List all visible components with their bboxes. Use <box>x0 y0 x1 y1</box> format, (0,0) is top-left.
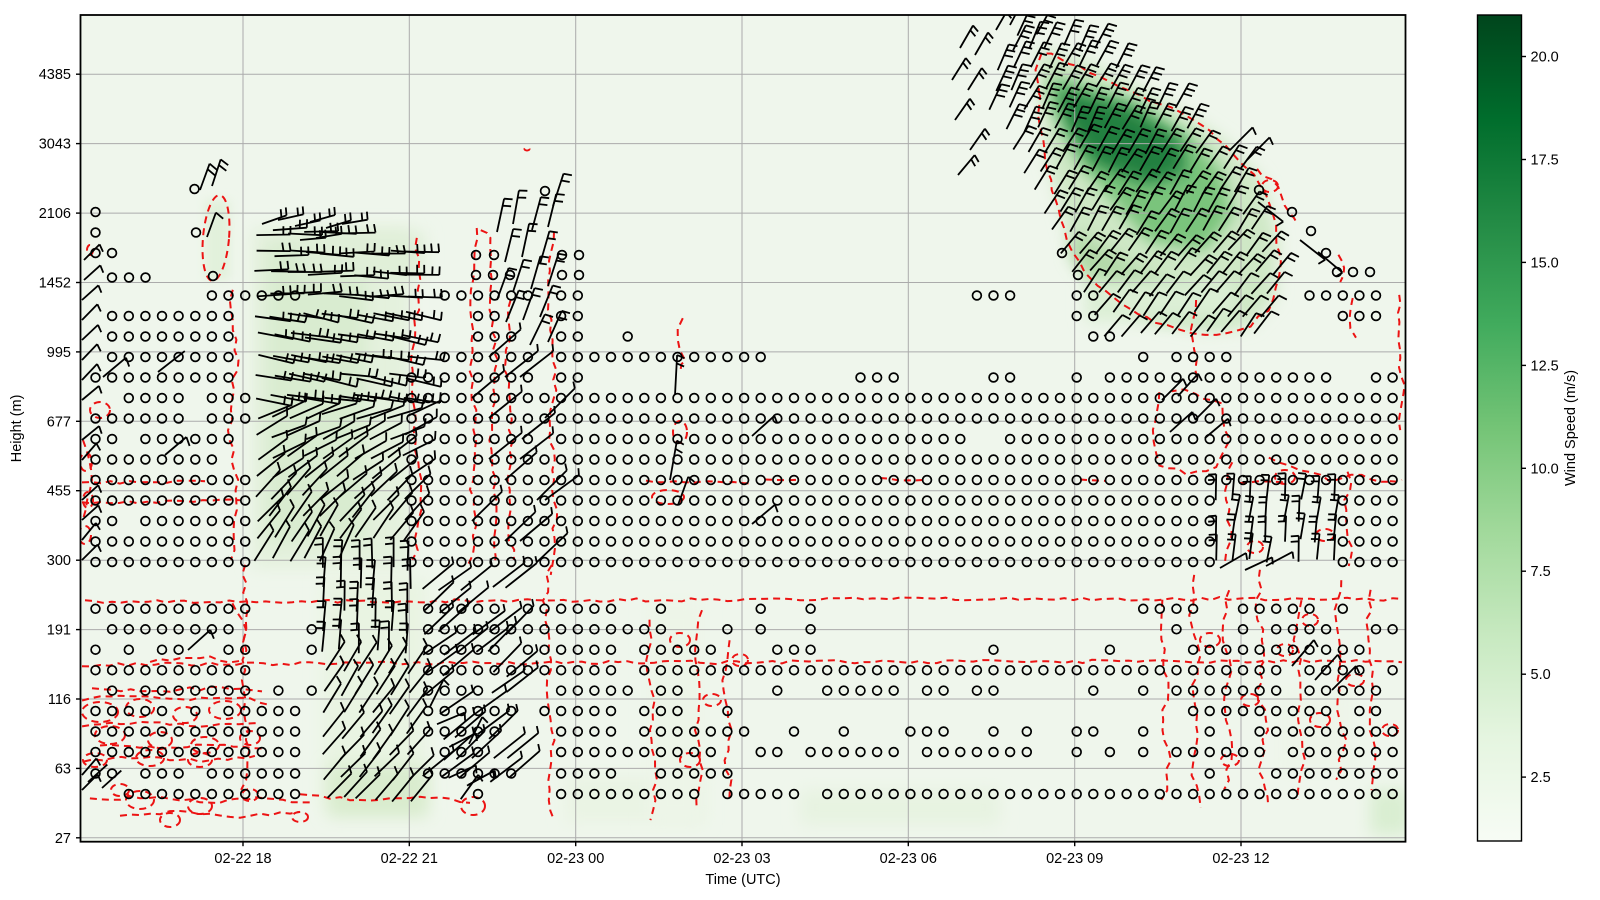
svg-text:02-23 00: 02-23 00 <box>547 851 604 867</box>
svg-text:02-22 18: 02-22 18 <box>214 851 271 867</box>
svg-text:17.5: 17.5 <box>1531 153 1559 169</box>
svg-text:63: 63 <box>55 761 71 777</box>
svg-text:2106: 2106 <box>39 206 71 222</box>
svg-text:02-23 06: 02-23 06 <box>880 851 937 867</box>
svg-text:2.5: 2.5 <box>1531 770 1551 786</box>
svg-text:12.5: 12.5 <box>1531 358 1559 374</box>
svg-text:20.0: 20.0 <box>1531 50 1559 66</box>
svg-text:5.0: 5.0 <box>1531 667 1551 683</box>
svg-text:116: 116 <box>48 692 71 708</box>
svg-text:27: 27 <box>55 831 71 847</box>
svg-text:7.5: 7.5 <box>1531 564 1551 580</box>
svg-text:02-22 21: 02-22 21 <box>381 851 438 867</box>
svg-text:Wind Speed (m/s): Wind Speed (m/s) <box>1563 370 1579 486</box>
svg-text:300: 300 <box>47 553 71 569</box>
svg-text:191: 191 <box>47 623 71 639</box>
svg-text:10.0: 10.0 <box>1531 461 1559 477</box>
svg-text:02-23 09: 02-23 09 <box>1046 851 1103 867</box>
svg-text:455: 455 <box>47 484 71 500</box>
svg-text:02-23 12: 02-23 12 <box>1212 851 1269 867</box>
svg-text:1452: 1452 <box>39 276 71 292</box>
svg-text:Time (UTC): Time (UTC) <box>705 872 780 888</box>
svg-text:995: 995 <box>47 345 71 361</box>
svg-text:3043: 3043 <box>39 137 71 153</box>
svg-text:4385: 4385 <box>39 67 71 83</box>
svg-text:02-23 03: 02-23 03 <box>713 851 770 867</box>
svg-text:677: 677 <box>47 414 71 430</box>
svg-text:15.0: 15.0 <box>1531 255 1559 271</box>
svg-text:Height (m): Height (m) <box>9 395 25 463</box>
